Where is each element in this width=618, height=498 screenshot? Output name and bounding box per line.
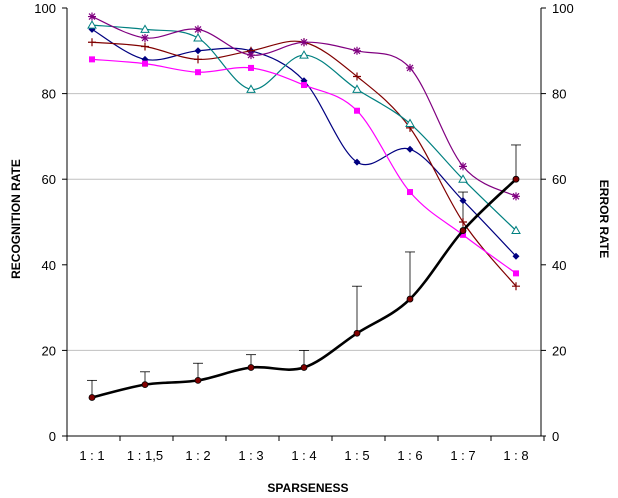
y-tick-label-left: 0 [49,429,56,444]
data-point-plus [459,218,467,226]
data-point-diamond [406,145,414,153]
series-line-square [89,56,519,277]
data-point-triangle [405,118,415,128]
y-tick-label-left: 20 [42,343,56,358]
x-tick-label: 1 : 1,5 [127,448,163,463]
data-point-diamond [353,158,361,166]
data-point-diamond [194,47,202,55]
series-line-path [91,58,517,274]
y-tick-label-right: 80 [552,87,566,102]
x-tick-label: 1 : 7 [450,448,475,463]
data-point-plus [141,42,149,51]
error-rate-path [91,178,517,399]
data-point-triangle [352,84,362,93]
y-axis-left-label: RECOGNITION RATE [9,159,23,279]
data-point-triangle [140,24,150,33]
y-tick-label-right: 20 [552,343,566,358]
y-axis-right-label: ERROR RATE [597,180,611,258]
x-axis-label: SPARSENESS [267,481,348,495]
data-point-triangle [511,225,521,235]
data-point-diamond [459,197,467,205]
data-point-star [141,33,149,42]
data-point-triangle [193,32,203,42]
data-point-plus [88,38,96,47]
data-point-square [195,69,201,76]
data-point-square [248,64,254,71]
data-point-square [460,231,466,238]
data-point-diamond [512,252,520,260]
x-tick-label: 1 : 2 [185,448,210,463]
axes [62,7,546,441]
data-point-star [194,25,202,34]
data-point-square [301,82,307,89]
series-line-triangle [87,20,521,235]
error-rate-line [88,175,520,401]
data-point-star [88,12,96,21]
data-point-star [300,38,308,47]
data-point-circle [300,364,308,371]
y-tick-label-right: 100 [552,1,574,16]
data-point-plus [194,55,202,64]
series-line-path [91,28,517,257]
x-tick-label: 1 : 4 [291,448,316,463]
data-point-square [513,270,519,277]
data-point-star [512,192,520,201]
series-line-plus [88,38,520,291]
x-tick-label: 1 : 1 [79,448,104,463]
data-point-circle [406,295,414,303]
x-tick-label: 1 : 6 [397,448,422,463]
data-point-star [353,46,361,55]
data-point-triangle [299,50,309,59]
data-point-circle [141,381,149,389]
data-point-star [247,51,255,60]
data-point-circle [353,329,361,337]
data-point-circle [459,227,467,234]
data-point-triangle [87,20,97,29]
series-line-path [91,16,517,197]
data-point-triangle [246,84,256,93]
data-point-circle [512,175,520,183]
y-tick-label-left: 100 [34,1,56,16]
data-point-circle [247,364,255,371]
data-point-star [406,63,414,72]
data-point-circle [194,376,202,384]
series-line-diamond [88,25,520,260]
data-point-circle [88,394,96,401]
x-tick-label: 1 : 3 [238,448,263,463]
series-group [87,12,521,401]
y-tick-label-right: 40 [552,258,566,273]
y-tick-label-left: 40 [42,258,56,273]
data-point-plus [353,72,361,81]
data-point-square [142,60,148,67]
x-tick-label: 1 : 5 [344,448,369,463]
tick-labels: 0 20 40 60 80 100 0 20 40 60 80 100 1 : 1 1 : 1,5 1 : … [34,1,573,463]
y-tick-label-right: 60 [552,172,566,187]
data-point-square [407,189,413,196]
data-point-plus [512,282,520,291]
data-point-square [354,107,360,114]
error-bars [87,144,521,398]
x-tick-label: 1 : 8 [503,448,528,463]
y-tick-label-left: 80 [42,87,56,102]
series-line-path [91,40,517,287]
series-line-star [88,12,520,201]
y-tick-label-left: 60 [42,172,56,187]
y-tick-label-right: 0 [552,429,559,444]
data-point-square [89,56,95,63]
data-point-triangle [458,174,468,183]
data-point-star [459,162,467,171]
